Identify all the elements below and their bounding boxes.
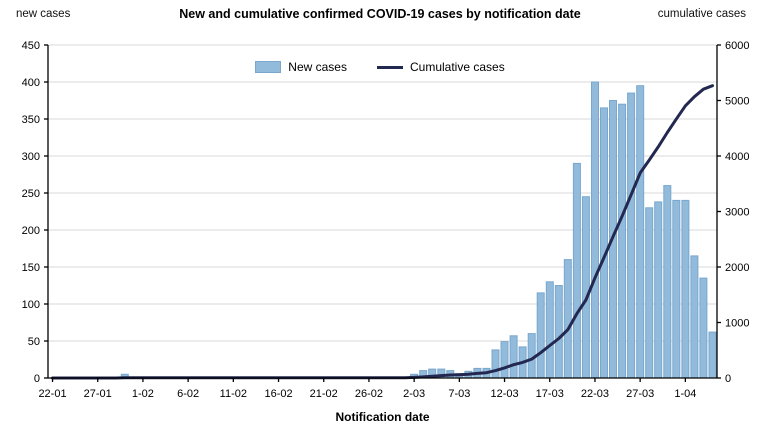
bar — [545, 281, 554, 379]
right-tick-label: 3000 — [725, 207, 749, 219]
right-tick-label: 0 — [725, 373, 731, 385]
x-tick-label: 22-03 — [581, 388, 609, 400]
legend-item-new-cases: New cases — [255, 60, 347, 74]
bar — [681, 199, 690, 379]
x-tick-label: 2-03 — [403, 388, 425, 400]
bar — [645, 207, 654, 379]
right-tick-label: 5000 — [725, 96, 749, 108]
bar — [672, 199, 681, 379]
right-tick-label: 1000 — [725, 318, 749, 330]
x-tick-label: 26-02 — [355, 388, 383, 400]
bar — [699, 277, 708, 379]
x-tick-label: 22-01 — [38, 388, 66, 400]
chart-title: New and cumulative confirmed COVID-19 ca… — [179, 7, 581, 21]
left-tick-label: 400 — [22, 77, 40, 89]
bar — [491, 349, 500, 379]
x-tick-label: 1-04 — [674, 388, 696, 400]
left-tick-label: 300 — [22, 151, 40, 163]
x-tick-label: 1-02 — [132, 388, 154, 400]
bar — [572, 162, 581, 379]
bar — [690, 255, 699, 379]
x-tick-label: 12-03 — [490, 388, 518, 400]
bar — [500, 341, 509, 379]
bar — [636, 85, 645, 379]
left-tick-label: 200 — [22, 225, 40, 237]
bar — [708, 331, 717, 379]
left-tick-label: 350 — [22, 114, 40, 126]
x-tick-label: 16-02 — [264, 388, 292, 400]
legend: New cases Cumulative cases — [0, 60, 760, 74]
right-tick-label: 2000 — [725, 262, 749, 274]
x-axis-title: Notification date — [335, 410, 430, 424]
cumulative-cases-line-swatch — [376, 65, 403, 69]
x-tick-label: 6-02 — [177, 388, 199, 400]
legend-item-cumulative-cases: Cumulative cases — [376, 60, 505, 74]
bar — [536, 292, 545, 379]
x-tick-label: 27-01 — [84, 388, 112, 400]
bar — [627, 92, 636, 379]
left-tick-label: 450 — [22, 40, 40, 52]
new-cases-bar-swatch — [255, 61, 282, 73]
x-tick-label: 11-02 — [220, 388, 247, 400]
right-tick-label: 4000 — [725, 151, 749, 163]
x-tick-label: 17-03 — [536, 388, 564, 400]
bar — [600, 107, 608, 379]
bar — [509, 335, 518, 379]
left-tick-label: 250 — [22, 188, 40, 200]
bar — [554, 285, 563, 379]
bar — [618, 103, 627, 379]
bar — [581, 196, 590, 379]
x-tick-label: 7-03 — [448, 388, 470, 400]
bar — [663, 185, 672, 379]
left-tick-label: 150 — [22, 262, 40, 274]
right-tick-label: 6000 — [725, 40, 749, 52]
left-tick-label: 0 — [34, 373, 40, 385]
bar — [654, 201, 663, 379]
legend-label-cumulative-cases: Cumulative cases — [409, 60, 505, 74]
bar — [591, 81, 599, 379]
left-axis-corner-label: new cases — [16, 8, 71, 20]
left-tick-label: 50 — [28, 336, 40, 348]
right-axis-corner-label: cumulative cases — [657, 8, 746, 20]
legend-label-new-cases: New cases — [288, 60, 347, 74]
x-tick-label: 21-02 — [310, 388, 338, 400]
x-tick-label: 27-03 — [626, 388, 654, 400]
bar — [563, 259, 572, 379]
left-tick-label: 100 — [22, 299, 40, 311]
